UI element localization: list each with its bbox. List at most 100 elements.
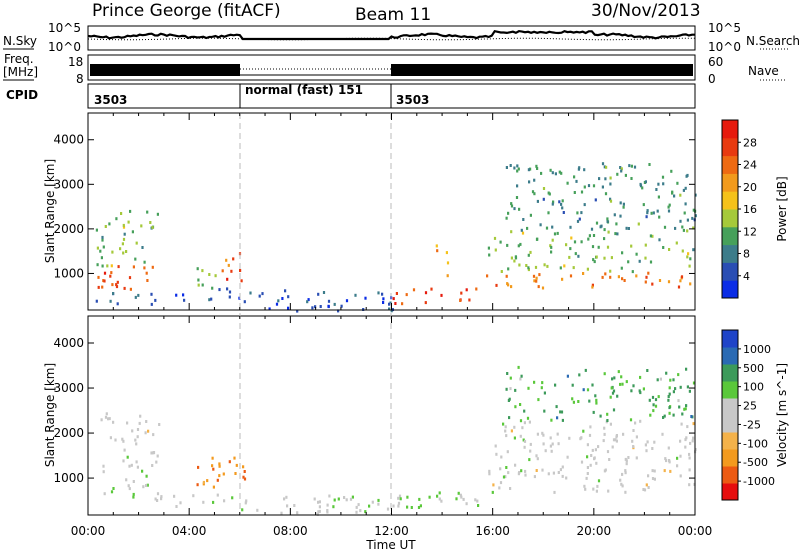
power-cell: [507, 267, 510, 271]
power-cell: [692, 248, 695, 252]
power-cell: [110, 264, 113, 268]
power-cell: [591, 285, 594, 289]
velocity-cell: [368, 504, 371, 508]
velocity-cell: [107, 417, 110, 421]
power-colorbar-swatch: [722, 262, 738, 281]
power-cell: [116, 280, 119, 284]
power-cell: [594, 198, 597, 202]
velocity-cell: [676, 464, 679, 468]
velocity-cell: [519, 419, 523, 423]
velocity-colorbar-swatch: [722, 449, 738, 467]
velocity-cell: [611, 445, 614, 449]
freq-left-tick-bottom: 8: [76, 72, 84, 86]
velocity-colorbar-label: 25: [743, 400, 757, 413]
velocity-cell: [672, 390, 675, 394]
velocity-cell: [651, 447, 654, 450]
velocity-cell: [547, 472, 550, 476]
power-cell: [620, 167, 623, 171]
power-cell: [129, 209, 132, 213]
velocity-cell: [680, 422, 683, 426]
velocity-cell: [651, 469, 654, 473]
power-cell: [601, 162, 605, 166]
velocity-cell: [665, 459, 668, 463]
velocity-colorbar-frame: [721, 329, 739, 501]
velocity-cell: [606, 450, 610, 454]
velocity-cell: [132, 495, 135, 499]
velocity-cell: [555, 405, 558, 409]
velocity-cell: [419, 504, 422, 508]
power-cell: [603, 228, 606, 232]
velocity-cell: [123, 448, 126, 452]
power-cell: [505, 166, 508, 169]
velocity-cell: [559, 468, 562, 472]
velocity-cell: [557, 442, 560, 446]
power-cell: [156, 212, 159, 216]
power-cell: [622, 202, 625, 206]
power-cell: [226, 287, 229, 291]
velocity-cell: [173, 494, 176, 498]
velocity-cell: [211, 456, 214, 460]
mode-change-lines: [239, 113, 392, 515]
velocity-cell: [371, 500, 374, 504]
velocity-cell: [588, 399, 591, 403]
power-cell: [576, 219, 580, 223]
power-cell: [652, 211, 655, 215]
velocity-cell: [541, 381, 544, 385]
velocity-cell: [638, 389, 641, 393]
velocity-cell: [624, 490, 627, 494]
power-cell: [327, 299, 331, 303]
velocity-cell: [609, 422, 612, 426]
velocity-cell: [126, 421, 129, 425]
power-cell: [95, 299, 98, 303]
velocity-cell: [317, 500, 320, 504]
power-cell: [493, 236, 497, 240]
x-tick-label: 16:00: [475, 524, 510, 538]
velocity-cell: [651, 395, 655, 399]
power-cell: [510, 256, 513, 260]
power-cell: [109, 274, 112, 278]
power-colorbar-swatch: [722, 280, 738, 299]
power-cell: [536, 199, 539, 203]
power-cell: [306, 300, 309, 304]
velocity-cell: [316, 512, 319, 516]
power-cell: [197, 283, 200, 287]
x-tick-label: 00:00: [71, 524, 106, 538]
velocity-cell: [138, 421, 141, 425]
velocity-cell: [102, 464, 105, 468]
power-cell: [296, 309, 299, 313]
power-cell: [382, 301, 385, 304]
power-cell: [175, 293, 178, 297]
velocity-cell: [644, 443, 647, 447]
velocity-cell: [202, 480, 205, 484]
velocity-cell: [397, 501, 401, 505]
power-cell: [314, 305, 317, 309]
power-cell: [238, 296, 241, 300]
power-colorbar-label: 16: [743, 203, 757, 216]
velocity-cell: [477, 504, 480, 507]
power-cell: [686, 255, 689, 259]
power-cell: [518, 263, 521, 267]
velocity-cell: [108, 417, 111, 421]
velocity-cell: [243, 470, 246, 473]
cpid-segment-1: 3503: [94, 93, 127, 107]
power-cell: [129, 287, 132, 291]
velocity-cell: [231, 496, 234, 500]
power-cell: [401, 302, 404, 306]
power-cell: [513, 166, 516, 170]
power-cell: [635, 274, 638, 278]
power-colorbar-label: 24: [743, 159, 757, 172]
velocity-cell: [211, 464, 214, 468]
velocity-cell: [607, 489, 610, 493]
power-cell: [510, 202, 513, 206]
velocity-cell: [613, 376, 616, 380]
power-cell: [230, 269, 233, 273]
power-cell: [569, 274, 573, 278]
power-cell: [140, 224, 143, 228]
velocity-cell: [438, 491, 441, 495]
power-cell: [688, 264, 691, 268]
velocity-colorbar-label: 1000: [743, 343, 771, 356]
velocity-cell: [417, 506, 421, 509]
power-y-tick-label: 2000: [53, 222, 84, 236]
power-cell: [606, 219, 609, 223]
